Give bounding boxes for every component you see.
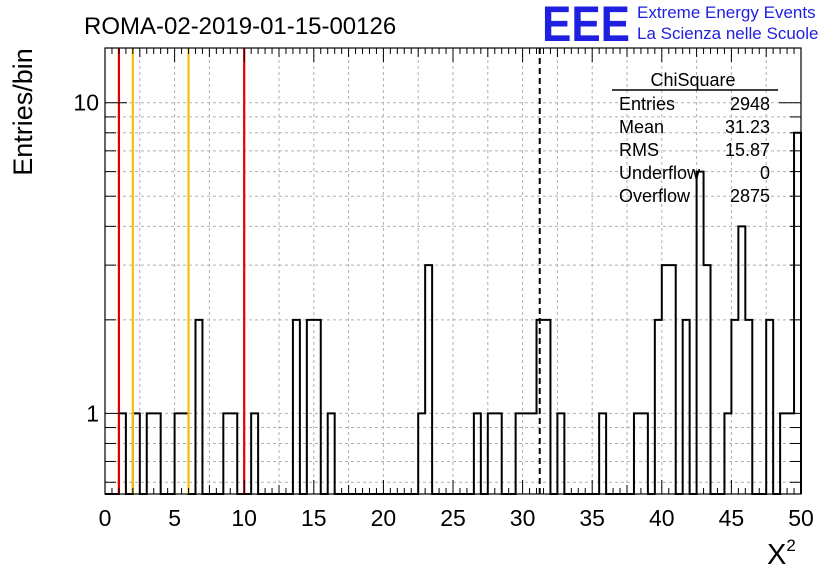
histogram-bin xyxy=(537,320,544,494)
histogram-bin xyxy=(766,320,773,494)
x-tick-label: 40 xyxy=(649,505,675,531)
stats-label: Entries xyxy=(619,94,675,114)
histogram-bin xyxy=(293,320,300,494)
stats-label: Underflow xyxy=(619,163,701,183)
stats-value: 2875 xyxy=(730,186,770,206)
stats-box: ChiSquare Entries 2948 Mean 31.23 RMS 15.87 Un… xyxy=(612,70,778,206)
histogram-bin xyxy=(425,265,432,494)
stats-value: 15.87 xyxy=(725,140,770,160)
stats-box-title: ChiSquare xyxy=(650,70,735,90)
chart-title: ROMA-02-2019-01-15-00126 xyxy=(84,13,396,40)
logo-line-2: La Scienza nelle Scuole xyxy=(637,24,818,43)
tick-layer: 0 5 10 15 20 25 30 35 40 45 50 1 10 xyxy=(73,48,814,531)
eee-logo-letters: EEE xyxy=(542,0,630,52)
x-tick-label: 15 xyxy=(301,505,327,531)
x-axis-label-base: X xyxy=(767,539,786,571)
histogram-bin xyxy=(195,320,202,494)
stats-label: RMS xyxy=(619,140,659,160)
histogram-bin xyxy=(745,320,752,494)
y-tick-label: 10 xyxy=(73,90,99,116)
stats-rows: Entries 2948 Mean 31.23 RMS 15.87 Underflow 0 Ov… xyxy=(619,94,770,206)
histogram-bin xyxy=(697,172,704,494)
x-tick-label: 25 xyxy=(440,505,466,531)
x-axis-label: X2 xyxy=(767,536,796,571)
y-tick-label: 1 xyxy=(86,400,99,426)
x-axis-label-superscript: 2 xyxy=(786,536,795,555)
stats-label: Overflow xyxy=(619,186,691,206)
histogram-bin xyxy=(731,320,738,494)
histogram-bin xyxy=(314,320,321,494)
histogram-bin xyxy=(662,265,669,494)
x-tick-label: 5 xyxy=(168,505,181,531)
histogram-bin xyxy=(794,133,801,494)
x-tick-label: 10 xyxy=(231,505,257,531)
histogram-bin xyxy=(683,320,690,494)
x-tick-label: 20 xyxy=(371,505,397,531)
stats-value: 2948 xyxy=(730,94,770,114)
reference-lines-layer xyxy=(117,48,541,494)
x-tick-label: 0 xyxy=(99,505,112,531)
stats-value: 0 xyxy=(760,163,770,183)
histogram-bin xyxy=(543,320,550,494)
x-tick-label: 30 xyxy=(510,505,536,531)
x-tick-label: 50 xyxy=(788,505,814,531)
eee-logo: EEE Extreme Energy Events La Scienza nel… xyxy=(542,0,818,52)
logo-line-1: Extreme Energy Events xyxy=(637,3,816,22)
x-tick-label: 35 xyxy=(579,505,605,531)
y-axis-label: Entries/bin xyxy=(8,48,38,176)
histogram-bin xyxy=(655,320,662,494)
x-tick-label: 45 xyxy=(719,505,745,531)
stats-value: 31.23 xyxy=(725,117,770,137)
stats-label: Mean xyxy=(619,117,664,137)
histogram-bin xyxy=(738,226,745,494)
histogram-bin xyxy=(669,265,676,494)
histogram-bin xyxy=(704,265,711,494)
histogram-bin xyxy=(307,320,314,494)
